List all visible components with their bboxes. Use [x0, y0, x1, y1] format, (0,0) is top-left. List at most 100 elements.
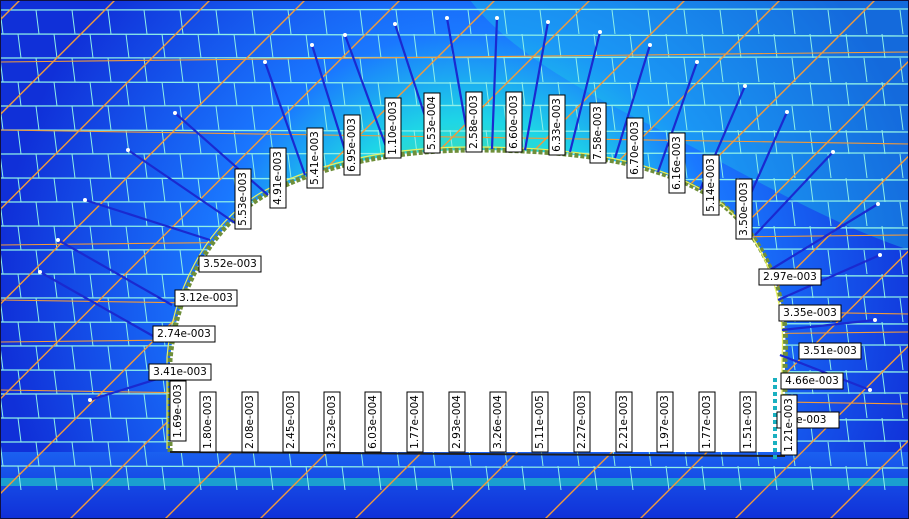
grid-block-joint [845, 225, 850, 251]
grid-block-joint [161, 417, 166, 443]
grid-block-joint [89, 81, 94, 107]
label-text: 6.03e-004 [367, 395, 379, 449]
grid-block-joint [737, 465, 742, 491]
grid-block-joint [341, 33, 346, 59]
label-box [780, 372, 844, 390]
grid-block-joint [197, 33, 202, 59]
label-text: 2.27e-003 [576, 395, 588, 449]
grid-block-joint [17, 33, 22, 59]
bolt-head [310, 43, 314, 47]
grid-block-joint [215, 9, 220, 35]
grid-block-joint [107, 345, 112, 371]
value-label-arch-4: 5.53e-003 [234, 168, 252, 230]
grid-block-joint [881, 81, 886, 107]
grid-block-joint [179, 249, 184, 275]
bolt-head [876, 202, 880, 206]
rock-bolt [127, 149, 239, 226]
rock-bolt [263, 61, 307, 176]
grid-block-joint [899, 297, 904, 323]
grid-block-joint [683, 9, 688, 35]
grid-row-line [0, 129, 909, 133]
label-text: 1.97e-003 [659, 395, 671, 449]
value-label-arch-12: 6.33e-003 [548, 94, 566, 156]
tunnel-floor-line [169, 451, 786, 457]
grid-block-joint [773, 81, 778, 107]
label-text: 6.33e-003 [551, 98, 563, 152]
grid-block-joint [107, 9, 112, 35]
label-box [465, 91, 483, 153]
grid-block-joint [53, 225, 58, 251]
joint-line [734, 344, 909, 519]
grid-block-joint [827, 201, 832, 227]
label-box [780, 394, 798, 456]
value-label-floor-3: 2.45e-003 [282, 391, 300, 453]
grid-block-joint [665, 81, 670, 107]
grid-block-joint [107, 201, 112, 227]
label-box [448, 391, 466, 453]
grid-block-joint [71, 297, 76, 323]
label-box [282, 391, 300, 453]
grid-block-joint [125, 417, 130, 443]
label-text: 2.21e-003 [618, 395, 630, 449]
label-text: 5.11e-005 [534, 395, 546, 449]
label-box [489, 391, 507, 453]
tunnel-opening [170, 150, 786, 452]
label-text: 3.35e-003 [783, 307, 837, 319]
value-label-arch-11: 6.60e-003 [505, 91, 523, 153]
grid-block-joint [863, 441, 868, 467]
floor-beam [0, 478, 909, 486]
grid-block-joint [809, 33, 814, 59]
label-text: 9e-003 [790, 414, 827, 426]
bolt-head [598, 30, 602, 34]
grid-block-joint [881, 369, 886, 395]
grid-block-joint [323, 105, 328, 131]
grid-block-joint [197, 177, 202, 203]
grid-block-joint [125, 177, 130, 203]
grid-block-joint [611, 9, 616, 35]
bolt-head [173, 111, 177, 115]
grid-block-joint [71, 105, 76, 131]
grid-block-joint [377, 129, 382, 155]
grid-block-joint [233, 33, 238, 59]
grid-block-joint [881, 465, 886, 491]
grid-block-joint [377, 81, 382, 107]
grid-block-joint [179, 201, 184, 227]
grid-block-joint [17, 417, 22, 443]
grid-block-joint [143, 249, 148, 275]
label-text: 3.23e-003 [326, 395, 338, 449]
grid-block-joint [881, 225, 886, 251]
value-label-floor-10: 2.27e-003 [573, 391, 591, 453]
grid-block-joint [197, 465, 202, 491]
label-box [589, 102, 607, 164]
label-box [152, 325, 216, 343]
grid-block-joint [593, 81, 598, 107]
label-box [234, 168, 252, 230]
value-label-floor-14: 1.51e-003 [739, 391, 757, 453]
label-text: 3.41e-003 [153, 366, 207, 378]
label-text: 1.69e-003 [172, 384, 184, 438]
grid-block-joint [161, 273, 166, 299]
value-label-floor-0: 1.69e-003 [169, 380, 187, 442]
grid-block-joint [737, 81, 742, 107]
value-label-arch-5: 4.91e-003 [269, 147, 287, 209]
bolt-head [648, 43, 652, 47]
label-text: 4.91e-003 [272, 151, 284, 205]
label-text: 1.51e-003 [742, 395, 754, 449]
grid-block-joint [17, 81, 22, 107]
grid-block-joint [395, 57, 400, 83]
grid-block-joint [377, 465, 382, 491]
grid-block-joint [341, 81, 346, 107]
grid-block-joint [719, 9, 724, 35]
floor-value-labels: 1.69e-003 1.80e-003 2.08e-003 2.45e-003 3.23… [169, 380, 798, 456]
rock-bolt [84, 198, 211, 242]
grid-block-joint [899, 201, 904, 227]
label-box [343, 114, 361, 176]
grid-block-joint [863, 201, 868, 227]
grid-block-joint [359, 57, 364, 83]
grid-block-joint [143, 57, 148, 83]
grid-block-joint [143, 441, 148, 467]
grid-block-joint [251, 105, 256, 131]
label-box [384, 97, 402, 159]
grid-block-joint [719, 153, 724, 179]
